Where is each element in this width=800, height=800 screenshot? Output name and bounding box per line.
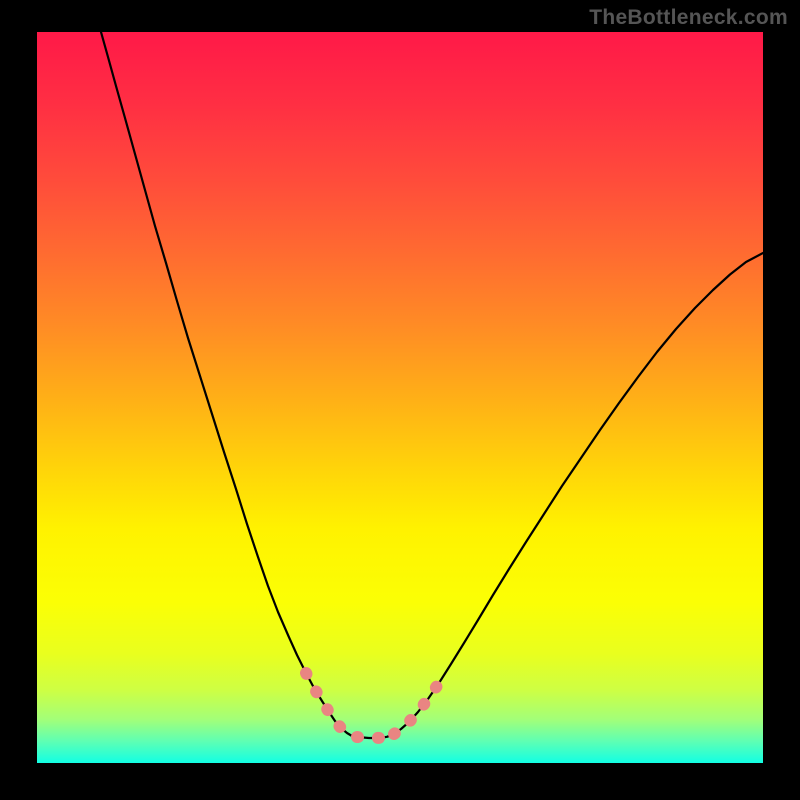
plot-background — [37, 32, 763, 763]
plot-svg — [37, 32, 763, 763]
chart-frame: TheBottleneck.com — [0, 0, 800, 800]
watermark-text: TheBottleneck.com — [589, 6, 788, 30]
